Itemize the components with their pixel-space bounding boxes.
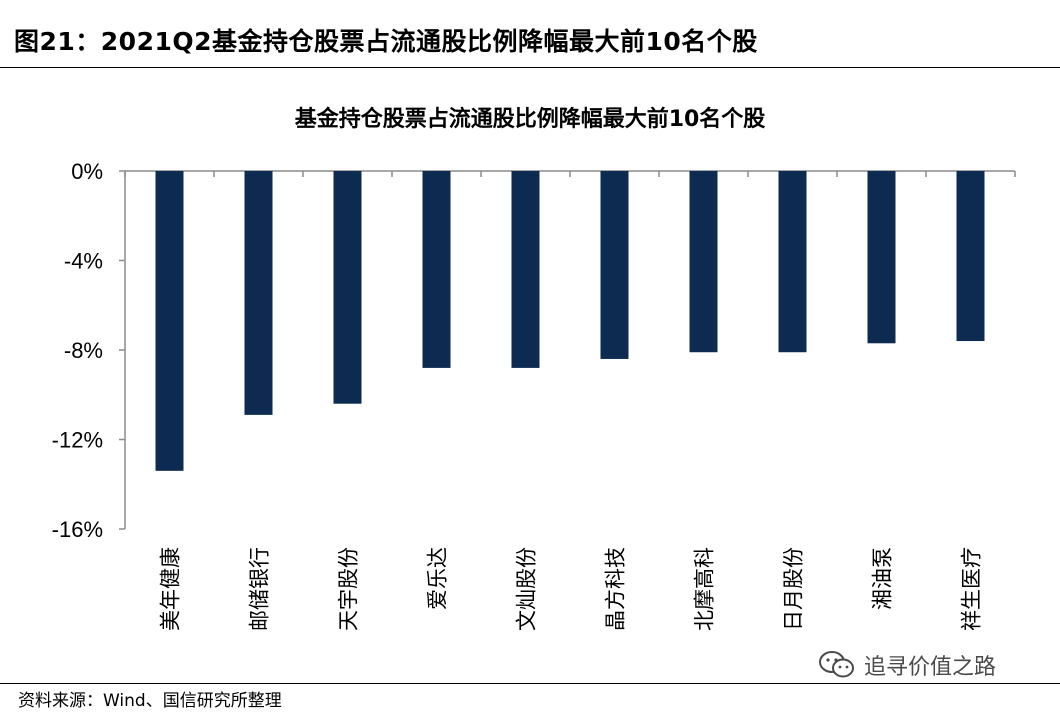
watermark-text: 追寻价值之路 — [864, 655, 997, 680]
y-tick-label: -16% — [52, 517, 103, 542]
bar — [867, 171, 896, 344]
figure-title: 图21：2021Q2基金持仓股票占流通股比例降幅最大前10名个股 — [14, 27, 758, 56]
x-tick-label: 湘油泵 — [871, 547, 895, 610]
y-tick-label: -4% — [64, 249, 103, 274]
x-tick-label: 邮储银行 — [248, 547, 272, 631]
bar — [511, 171, 540, 368]
y-tick-label: -8% — [64, 338, 103, 363]
x-tick-label: 晶方科技 — [604, 547, 628, 631]
wechat-icon — [819, 651, 854, 678]
bar — [689, 171, 718, 353]
chart-title: 基金持仓股票占流通股比例降幅最大前10名个股 — [294, 107, 766, 132]
bar — [333, 171, 362, 404]
figure-header: 图21：2021Q2基金持仓股票占流通股比例降幅最大前10名个股 — [0, 0, 1060, 68]
y-tick-label: 0% — [71, 159, 103, 184]
x-tick-label: 天宇股份 — [337, 547, 361, 631]
bar — [600, 171, 629, 359]
bar — [244, 171, 273, 415]
bar — [956, 171, 985, 342]
bar — [422, 171, 451, 368]
x-tick-label: 日月股份 — [782, 547, 806, 631]
bar — [155, 171, 184, 471]
x-tick-label: 美年健康 — [159, 547, 183, 631]
x-tick-label: 爱乐达 — [426, 547, 450, 610]
x-tick-label: 北摩高科 — [693, 547, 717, 631]
source-note: 资料来源：Wind、国信研究所整理 — [18, 691, 282, 711]
x-tick-label: 祥生医疗 — [960, 547, 984, 631]
top-rule — [0, 67, 1060, 68]
x-tick-label: 文灿股份 — [515, 547, 539, 631]
bar — [778, 171, 807, 353]
bottom-rule — [0, 683, 1060, 684]
watermark: 追寻价值之路 — [818, 648, 996, 682]
y-tick-label: -12% — [52, 428, 103, 453]
